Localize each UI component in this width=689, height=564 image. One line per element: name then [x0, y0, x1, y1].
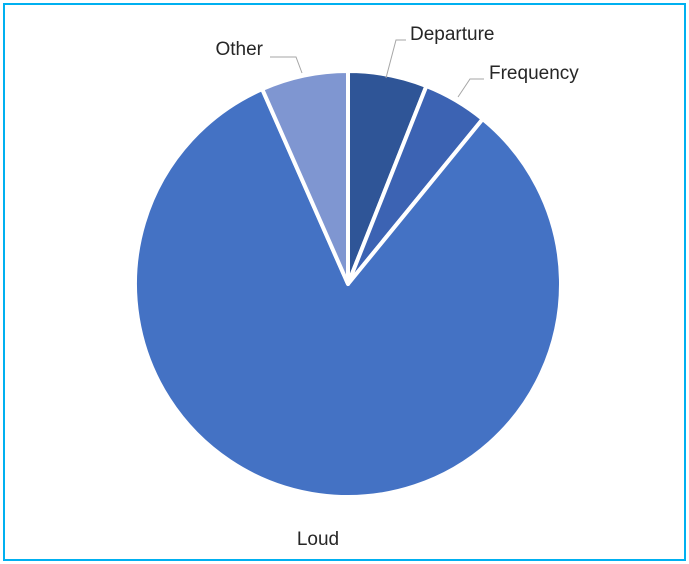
- data-label-departure: Departure: [410, 24, 495, 45]
- leader-line-other: [270, 56, 303, 74]
- leader-line-departure: [385, 39, 406, 79]
- pie-slice-loud: [133, 87, 563, 499]
- leader-line-frequency: [457, 78, 484, 98]
- data-label-other: Other: [215, 39, 263, 60]
- data-label-loud: Loud: [297, 529, 339, 550]
- pie-slice-other: [260, 69, 350, 286]
- data-label-frequency: Frequency: [489, 63, 579, 84]
